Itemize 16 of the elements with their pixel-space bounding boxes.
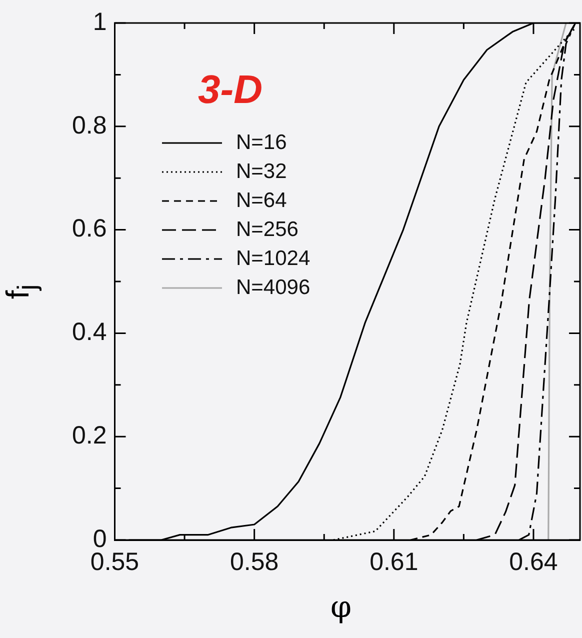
legend-label: N=1024 [236,246,310,270]
legend-label: N=4096 [236,276,310,300]
legend-label: N=16 [236,130,287,154]
x-tick-label: 0.64 [509,548,558,576]
x-axis-title: φ [329,590,352,625]
legend-label: N=256 [236,218,298,242]
x-tick-label: 0.61 [370,548,418,576]
legend-label: N=32 [236,160,287,184]
legend-label: N=64 [236,188,287,212]
x-tick-label: 0.58 [230,548,279,576]
y-tick-label: 0.6 [72,214,107,243]
y-tick-label: 1 [92,8,107,36]
annotation: 3-D [198,68,262,113]
y-tick-label: 0.8 [72,111,107,140]
y-tick-label: 0.2 [72,421,107,450]
y-tick-label: 0.4 [72,318,107,346]
